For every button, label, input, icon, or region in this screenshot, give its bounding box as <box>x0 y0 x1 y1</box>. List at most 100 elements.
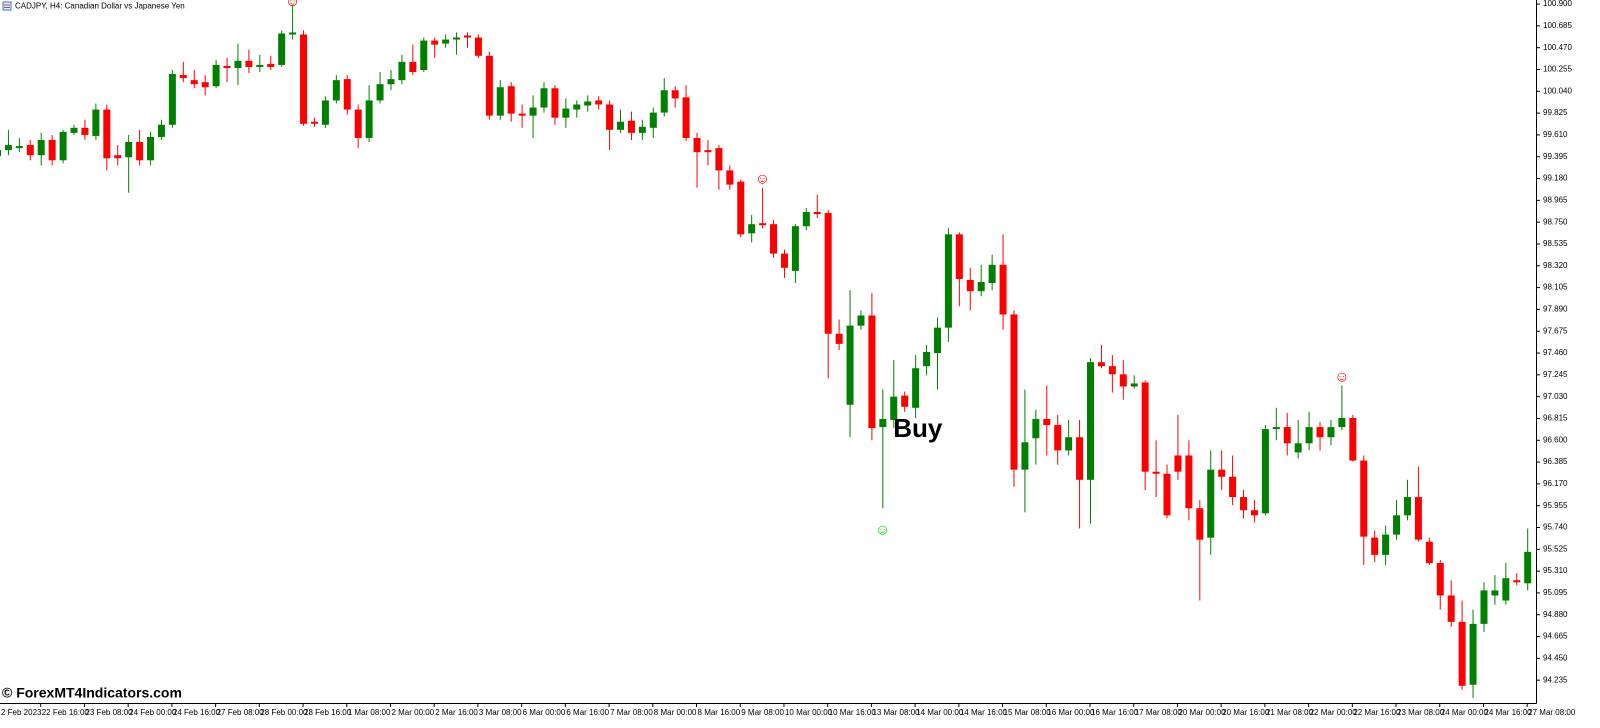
y-tick-label: 94.235 <box>1543 675 1568 684</box>
candle-body <box>26 145 34 156</box>
candle-body <box>1130 383 1138 387</box>
candle-body <box>48 139 56 161</box>
candle-body <box>944 234 952 328</box>
x-tick-label: 2 Mar 00:00 <box>391 708 434 717</box>
candle-body <box>835 333 843 344</box>
candle-body <box>103 109 111 159</box>
candle-body <box>879 418 887 428</box>
candle-body <box>606 104 614 130</box>
x-tick-label: 15 Mar 08:00 <box>1004 708 1052 717</box>
candle-body <box>1458 621 1466 686</box>
candle-body <box>595 100 603 105</box>
y-tick-label: 100.685 <box>1543 21 1572 30</box>
candle-body <box>726 170 734 185</box>
candle-body <box>1283 427 1291 444</box>
candle-body <box>1174 455 1182 472</box>
y-tick-label: 97.675 <box>1543 326 1568 335</box>
candle-body <box>332 80 340 101</box>
candle-body <box>1207 469 1215 538</box>
candle-body <box>365 100 373 138</box>
candle-body <box>354 109 362 138</box>
candle-body <box>420 40 428 70</box>
y-tick-label: 94.880 <box>1543 610 1568 619</box>
x-tick-label: 14 Mar 16:00 <box>960 708 1008 717</box>
candle-body <box>1152 471 1160 474</box>
candle-body <box>463 35 471 38</box>
candle-body <box>1469 623 1477 685</box>
candle-body <box>682 97 690 138</box>
candle-body <box>1524 551 1532 584</box>
candle-body <box>999 264 1007 315</box>
x-tick-label: 2 Feb 2023 <box>1 708 42 717</box>
y-tick-label: 100.255 <box>1543 65 1572 74</box>
signal-marker: ☺ <box>1334 368 1349 385</box>
candle-body <box>737 181 745 235</box>
buy-annotation: Buy <box>893 413 943 443</box>
candle-body <box>114 155 122 159</box>
candle-body <box>955 234 963 279</box>
candle-body <box>1480 590 1488 624</box>
signal-marker: ☺ <box>755 171 770 188</box>
candle-body <box>474 37 482 56</box>
candle-body <box>813 212 821 215</box>
candle-body <box>1261 429 1269 514</box>
candle-body <box>1141 382 1149 472</box>
candle-body <box>901 395 909 407</box>
candle-body <box>846 325 854 405</box>
candle-body <box>1010 314 1018 470</box>
candle-body <box>1414 497 1422 540</box>
y-tick-label: 97.890 <box>1543 305 1568 314</box>
candle-body <box>1491 590 1499 596</box>
candle-body <box>1043 418 1051 426</box>
chart-title: CADJPY, H4: Canadian Dollar vs Japanese … <box>15 2 185 11</box>
candle-body <box>627 120 635 133</box>
candle-body <box>398 61 406 81</box>
candle-body <box>759 223 767 226</box>
y-tick-label: 95.740 <box>1543 523 1568 532</box>
candle-body <box>1196 508 1204 540</box>
x-tick-label: 10 Mar 16:00 <box>829 708 877 717</box>
y-tick-label: 95.310 <box>1543 566 1568 575</box>
x-tick-label: 2 Mar 16:00 <box>435 708 478 717</box>
candle-body <box>1403 497 1411 516</box>
y-tick-label: 96.170 <box>1543 479 1568 488</box>
x-tick-label: 27 Mar 08:00 <box>1528 708 1576 717</box>
candle-body <box>201 82 209 88</box>
candle-body <box>387 79 395 85</box>
y-tick-label: 98.105 <box>1543 283 1568 292</box>
y-tick-label: 95.955 <box>1543 501 1568 510</box>
candle-body <box>1032 418 1040 439</box>
x-tick-label: 23 Feb 08:00 <box>85 708 133 717</box>
y-tick-label: 94.665 <box>1543 632 1568 641</box>
candle-body <box>966 279 974 292</box>
candle-body <box>1338 417 1346 428</box>
x-tick-label: 22 Feb 16:00 <box>42 708 90 717</box>
y-tick-label: 97.245 <box>1543 370 1568 379</box>
candle-body <box>0 150 1 157</box>
x-tick-label: 1 Mar 08:00 <box>348 708 391 717</box>
candle-body <box>507 86 515 114</box>
candle-body <box>1097 362 1105 367</box>
y-tick-label: 100.040 <box>1543 86 1572 95</box>
candle-body <box>147 136 155 161</box>
y-tick-label: 97.460 <box>1543 348 1568 357</box>
candle-body <box>431 40 439 45</box>
candle-body <box>15 146 23 149</box>
candle-body <box>136 142 144 161</box>
x-tick-label: 6 Mar 16:00 <box>566 708 609 717</box>
y-tick-label: 99.610 <box>1543 130 1568 139</box>
candle-body <box>1425 541 1433 564</box>
y-tick-label: 97.030 <box>1543 392 1568 401</box>
candle-body <box>321 100 329 125</box>
candle-body <box>125 142 133 158</box>
x-tick-label: 17 Mar 08:00 <box>1135 708 1183 717</box>
x-tick-label: 8 Mar 00:00 <box>654 708 697 717</box>
candle-body <box>223 65 231 68</box>
candle-body <box>1316 427 1324 438</box>
candle-body <box>780 253 788 268</box>
candle-body <box>573 104 581 110</box>
candle-body <box>693 137 701 153</box>
candle-body <box>802 212 810 227</box>
